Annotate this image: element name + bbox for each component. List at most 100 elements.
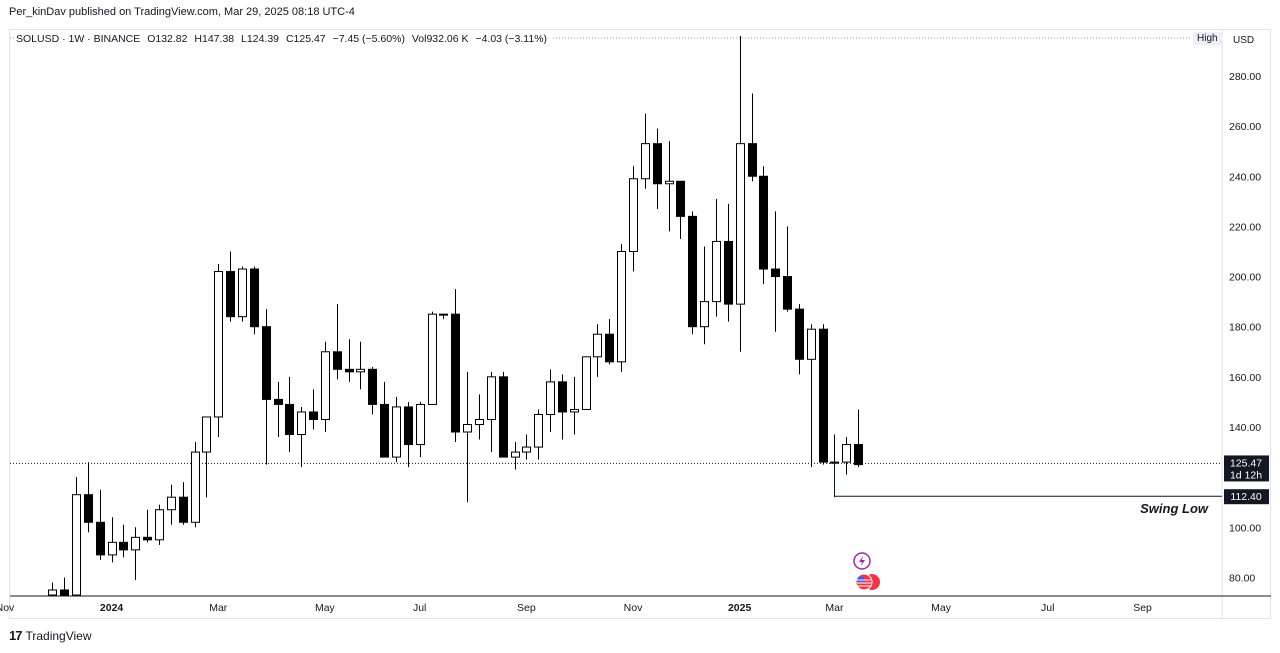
candle-body (653, 143, 662, 185)
candle-body (274, 398, 283, 405)
currency-button[interactable]: USD (1228, 33, 1260, 48)
candle-body (380, 403, 389, 458)
x-tick-label: 2025 (728, 602, 752, 614)
candle-body (392, 406, 401, 458)
legend-volume-change: −4.03 (−3.11%) (475, 33, 548, 45)
candles-group (48, 35, 863, 596)
candle-body (475, 418, 484, 425)
candle-body (665, 180, 674, 185)
candle-body (854, 444, 863, 466)
candle-body (202, 416, 211, 453)
candle-body (250, 268, 259, 328)
y-tick-label: 80.00 (1229, 572, 1255, 584)
candle-body (487, 376, 496, 420)
swing-price-tag: 112.40 (1230, 491, 1261, 503)
tradingview-brand[interactable]: TradingView (25, 628, 92, 643)
x-tick-label: Nov (624, 602, 643, 614)
chart-legend: SOLUSD · 1W · BINANCE O132.82 H147.38 L1… (16, 33, 552, 45)
candle-body (451, 313, 460, 433)
candle-body (285, 403, 294, 436)
candle-body (534, 413, 543, 448)
swing-low-label: Swing Low (1140, 501, 1209, 516)
x-tick-label: Mar (825, 602, 844, 614)
y-tick-label: 220.00 (1229, 221, 1261, 233)
candle-body (617, 250, 626, 363)
current-price-tag: 125.47 (1230, 457, 1262, 469)
candle-body (795, 308, 804, 360)
high-line-tag: High (1193, 32, 1222, 45)
candle-body (96, 521, 105, 556)
candle-body (48, 589, 57, 596)
y-tick-label: 180.00 (1229, 322, 1261, 334)
legend-high: H147.38 (194, 33, 235, 45)
candle-body (356, 368, 365, 373)
legend-close: C125.47 (285, 33, 326, 45)
y-tick-label: 140.00 (1229, 422, 1261, 434)
swing-price-tag-bg (1224, 489, 1269, 505)
candle-body (143, 536, 152, 541)
candle-body (297, 411, 306, 436)
candle-body (819, 328, 828, 463)
candle-body (842, 444, 851, 463)
candle-body (60, 589, 69, 596)
candle-body (759, 175, 768, 270)
x-tick-label: 2024 (100, 602, 124, 614)
candle-body (629, 178, 638, 252)
candle-body (404, 406, 413, 446)
candle-body (558, 381, 567, 413)
candle-body (345, 368, 354, 373)
x-tick-label: Jul (1041, 602, 1054, 614)
candle-body (238, 268, 247, 318)
x-tick-label: May (315, 602, 336, 614)
candle-body (167, 496, 176, 511)
x-tick-label: Nov (0, 602, 15, 614)
candle-body (511, 451, 520, 458)
footer: 17 TradingView (9, 628, 92, 643)
legend-volume: Vol932.06 K (411, 33, 469, 45)
y-tick-label: 240.00 (1229, 171, 1261, 183)
x-tick-label: Jul (413, 602, 426, 614)
candle-body (416, 403, 425, 446)
candle-body (72, 494, 81, 596)
lightning-glyph (859, 556, 865, 566)
y-tick-label: 200.00 (1229, 272, 1261, 284)
chart-frame (9, 29, 1271, 619)
x-tick-label: Sep (1133, 602, 1152, 614)
candle-body (522, 446, 531, 453)
candle-body (748, 143, 757, 177)
candle-body (688, 215, 697, 328)
legend-change: −7.45 (−5.60%) (332, 33, 405, 45)
candle-body (262, 326, 271, 400)
y-tick-label: 280.00 (1229, 71, 1261, 83)
y-tick-label: 160.00 (1229, 372, 1261, 384)
candle-body (783, 276, 792, 310)
candle-body (676, 180, 685, 217)
candle-body (108, 541, 117, 556)
candle-body (700, 301, 709, 328)
legend-open: O132.82 (147, 33, 188, 45)
current-price-tag-bg (1224, 455, 1269, 482)
candle-body (499, 376, 508, 458)
legend-symbol[interactable]: SOLUSD · 1W · BINANCE (16, 33, 141, 45)
candle-body (593, 333, 602, 358)
candle-body (463, 423, 472, 433)
candle-body (368, 368, 377, 405)
candle-body (179, 496, 188, 523)
x-tick-label: Sep (517, 602, 536, 614)
candle-body (131, 536, 140, 551)
countdown-tag: 1d 12h (1230, 469, 1262, 481)
candle-body (771, 268, 780, 278)
candle-body (736, 143, 745, 305)
candle-body (605, 333, 614, 363)
candle-body (119, 541, 128, 551)
candle-body (309, 411, 318, 420)
candle-body (712, 240, 721, 303)
candle-body (439, 313, 448, 316)
candle-body (641, 143, 650, 180)
tradingview-logo-icon[interactable]: 17 (9, 628, 23, 643)
candle-body (724, 240, 733, 305)
candle-body (214, 271, 223, 418)
candle-body (807, 328, 816, 360)
candle-body (570, 408, 579, 413)
